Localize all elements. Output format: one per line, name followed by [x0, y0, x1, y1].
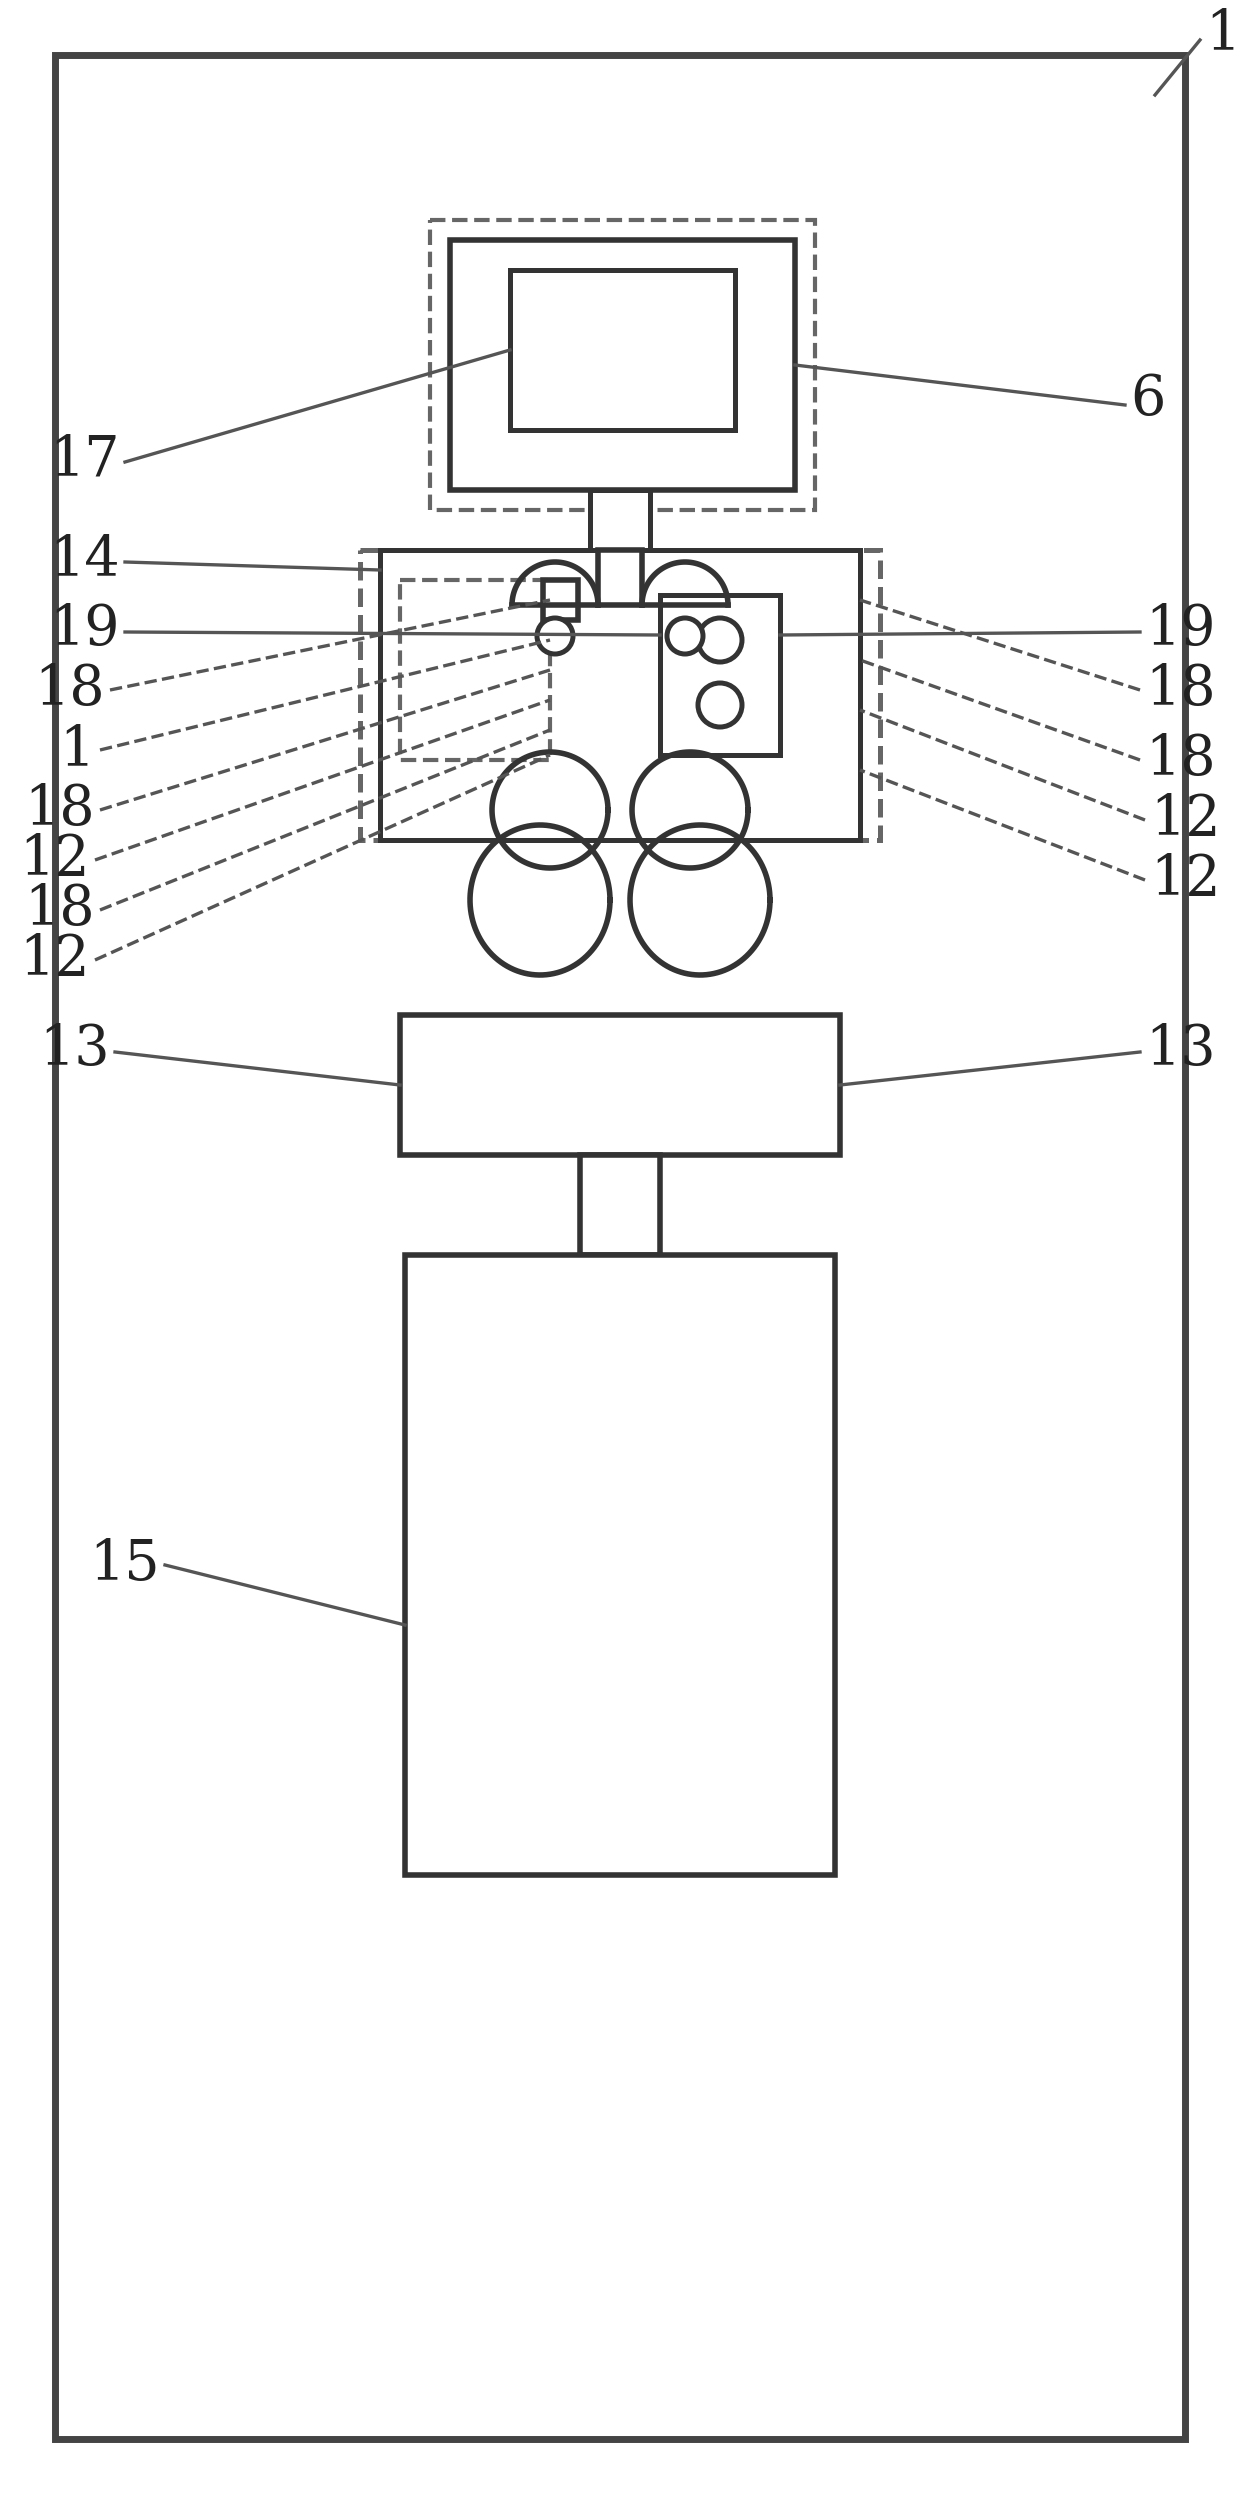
- Text: 19: 19: [50, 604, 120, 658]
- FancyBboxPatch shape: [598, 551, 642, 606]
- Circle shape: [667, 619, 703, 653]
- Circle shape: [698, 683, 742, 726]
- FancyBboxPatch shape: [660, 596, 780, 756]
- Text: 12: 12: [20, 833, 91, 888]
- Text: 10: 10: [1205, 7, 1240, 62]
- Text: 15: 15: [89, 1539, 160, 1591]
- Text: 6: 6: [1130, 372, 1166, 426]
- Text: 18: 18: [1145, 663, 1215, 718]
- Circle shape: [698, 619, 742, 661]
- Text: 1: 1: [60, 723, 95, 778]
- Text: 19: 19: [1145, 604, 1215, 658]
- Text: 18: 18: [25, 783, 95, 838]
- Text: 18: 18: [35, 663, 105, 718]
- Text: 18: 18: [1145, 733, 1215, 788]
- Text: 18: 18: [25, 883, 95, 938]
- Text: 12: 12: [20, 933, 91, 988]
- Circle shape: [537, 619, 573, 653]
- FancyBboxPatch shape: [55, 55, 1185, 2439]
- FancyBboxPatch shape: [580, 1155, 660, 1254]
- FancyBboxPatch shape: [590, 489, 650, 551]
- FancyBboxPatch shape: [543, 581, 578, 621]
- Text: 13: 13: [40, 1023, 110, 1077]
- Text: 12: 12: [1149, 853, 1220, 908]
- FancyBboxPatch shape: [510, 269, 735, 429]
- FancyBboxPatch shape: [360, 551, 880, 840]
- FancyBboxPatch shape: [379, 551, 861, 840]
- FancyBboxPatch shape: [401, 1015, 839, 1155]
- FancyBboxPatch shape: [405, 1254, 835, 1875]
- FancyBboxPatch shape: [450, 239, 795, 489]
- FancyBboxPatch shape: [430, 219, 815, 509]
- Text: 17: 17: [50, 431, 120, 486]
- FancyBboxPatch shape: [401, 581, 551, 761]
- Text: 12: 12: [1149, 793, 1220, 848]
- Text: 14: 14: [50, 534, 120, 589]
- Text: 13: 13: [1145, 1023, 1215, 1077]
